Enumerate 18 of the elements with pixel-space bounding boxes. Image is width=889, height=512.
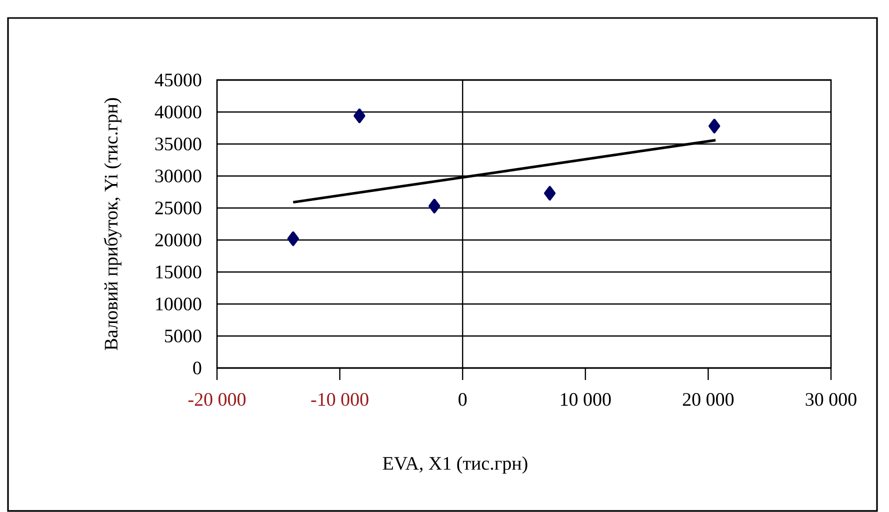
y-tick-label: 20000 xyxy=(155,234,202,246)
x-tick-label: 20 000 xyxy=(682,393,734,406)
y-axis-title: Валовий прибуток, Yi (тис.грн) xyxy=(104,98,122,350)
y-tick-label: 10000 xyxy=(156,298,202,310)
y-tick-label: 30000 xyxy=(155,170,202,182)
x-tick-label: 30 000 xyxy=(806,393,856,406)
y-tick-label: 35000 xyxy=(155,138,202,150)
y-tick-label: 15000 xyxy=(156,266,202,278)
x-tick-label: -10 000 xyxy=(311,393,368,406)
y-tick-label: 45000 xyxy=(154,74,202,86)
y-tick-label: 40000 xyxy=(154,106,202,118)
x-tick-label: -20 000 xyxy=(188,393,246,406)
y-tick-label: 0 xyxy=(193,362,202,374)
x-tick-label: 0 xyxy=(458,393,467,406)
x-tick-label: 10 000 xyxy=(560,393,611,406)
x-axis-title: EVA, X1 (тис.грн) xyxy=(382,456,528,474)
y-tick-label: 25000 xyxy=(155,202,202,214)
y-tick-label: 5000 xyxy=(165,330,202,342)
